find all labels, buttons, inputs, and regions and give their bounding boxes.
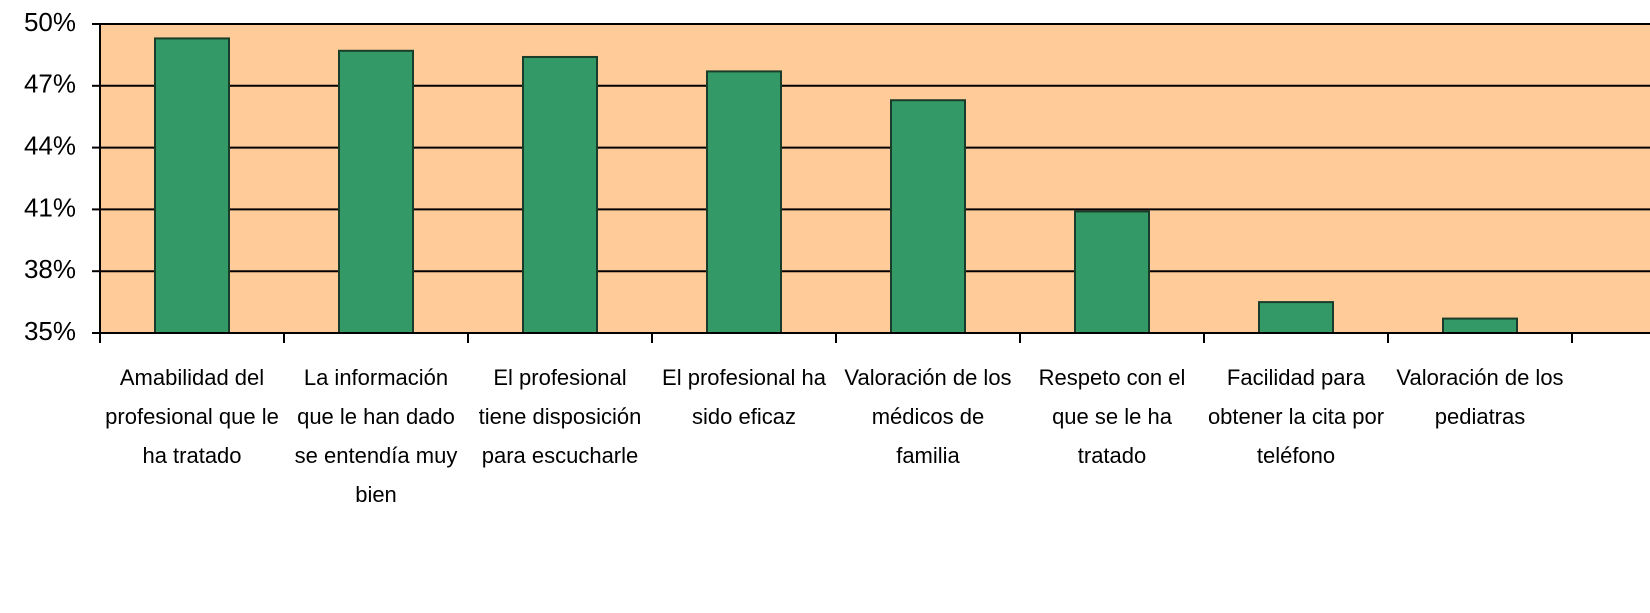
x-tick-label: La información que le han dado se entend… bbox=[294, 365, 458, 507]
y-tick-label: 50% bbox=[24, 7, 76, 37]
bar bbox=[1442, 317, 1518, 334]
x-tick-label: Valoración de los pediatras bbox=[1396, 365, 1564, 429]
y-tick-label: 44% bbox=[24, 130, 76, 160]
y-tick-label: 38% bbox=[24, 254, 76, 284]
y-tick-label: 35% bbox=[24, 316, 76, 346]
x-tick-label: Amabilidad del profesional que le ha tra… bbox=[105, 365, 279, 468]
bar bbox=[154, 37, 230, 334]
bar bbox=[890, 99, 966, 334]
x-tick-label: El profesional tiene disposición para es… bbox=[478, 365, 642, 468]
x-tick-label: Respeto con el que se le ha tratado bbox=[1038, 365, 1186, 468]
bar bbox=[338, 49, 414, 334]
plot-area bbox=[100, 24, 1650, 333]
x-tick-label: Valoración de los médicos de familia bbox=[844, 365, 1012, 468]
bar bbox=[1074, 210, 1150, 335]
x-tick-label: El profesional ha sido eficaz bbox=[662, 365, 826, 429]
x-tick-label: Facilidad para obtener la cita por teléf… bbox=[1207, 365, 1385, 468]
bar bbox=[522, 55, 598, 335]
bar bbox=[706, 70, 782, 334]
y-tick-label: 41% bbox=[24, 192, 76, 222]
y-tick-label: 47% bbox=[24, 69, 76, 99]
bar bbox=[1258, 301, 1334, 335]
